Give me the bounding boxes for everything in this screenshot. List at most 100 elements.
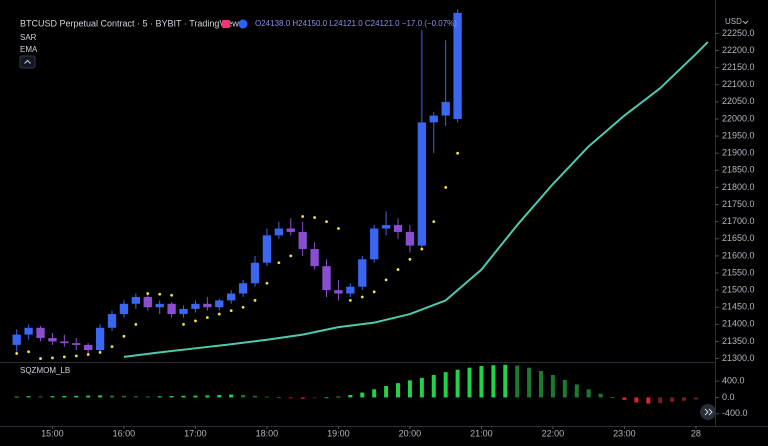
momentum-bar [86, 395, 91, 398]
y-tick-label: 21400.0 [722, 319, 755, 329]
main-pane [12, 9, 709, 360]
momentum-bar [312, 397, 317, 399]
candle-body [191, 303, 200, 309]
momentum-bar [26, 396, 31, 398]
sar-dot [337, 227, 340, 230]
candle-body [274, 228, 284, 236]
momentum-bar [145, 396, 150, 398]
momentum-bar [431, 375, 436, 398]
momentum-bar [598, 393, 603, 398]
momentum-bar [515, 365, 520, 398]
y-tick-label: 21900.0 [722, 148, 755, 158]
status-icon [238, 19, 248, 29]
momentum-bar [396, 383, 401, 398]
sar-dot [98, 351, 102, 354]
sar-dot [51, 356, 54, 360]
candle-body [24, 327, 33, 335]
chart-title: BTCUSD Perpetual Contract · 5 · BYBIT · … [20, 18, 239, 28]
flag-icon[interactable] [222, 20, 230, 28]
momentum-bar [324, 397, 329, 399]
momentum-bar [264, 396, 269, 398]
sar-dot [432, 220, 436, 224]
sar-dot [122, 334, 126, 338]
momentum-bar [670, 397, 675, 402]
candle-body [238, 283, 248, 294]
sar-dot [396, 268, 400, 271]
ohlc-header: O24138.0 H24150.0 L24121.0 C24121.0 −17.… [255, 19, 457, 28]
momentum-bar [550, 375, 555, 398]
y-tick-label: -400.0 [722, 408, 748, 418]
momentum-bar [300, 397, 305, 399]
momentum-bar [467, 367, 472, 398]
sar-dot [134, 322, 138, 326]
sar-dot [86, 353, 90, 356]
candle-body [262, 235, 272, 263]
candle-body [286, 228, 295, 232]
momentum-bar [682, 397, 687, 401]
momentum-bar [622, 397, 627, 400]
momentum-bar [98, 395, 103, 398]
candle-body [95, 327, 105, 351]
collapse-icon [24, 59, 31, 64]
sar-dot [253, 298, 257, 302]
momentum-bar [217, 395, 222, 398]
momentum-bar [443, 372, 448, 398]
momentum-bar [455, 369, 460, 398]
indicator-label[interactable]: SAR [20, 33, 37, 42]
sar-dot [229, 309, 233, 313]
sar-dot [313, 216, 316, 219]
candle-body [370, 228, 379, 260]
y-tick-label: 21750.0 [722, 199, 755, 209]
sar-dot [456, 151, 459, 155]
y-tick-label: 21800.0 [722, 182, 755, 192]
momentum-bar [241, 395, 246, 398]
candle-body [381, 225, 391, 229]
x-tick-label: 21:00 [470, 428, 493, 438]
momentum-bar [610, 397, 615, 398]
momentum-bar [253, 395, 258, 398]
y-tick-label: 0.0 [722, 392, 735, 402]
sar-dot [241, 305, 245, 309]
candle-body [84, 344, 93, 351]
momentum-bar [539, 370, 544, 398]
candle-body [48, 338, 57, 342]
sar-dot [360, 295, 364, 299]
momentum-bar [157, 396, 162, 398]
momentum-bar [38, 396, 43, 398]
candle-body [107, 314, 117, 328]
candle-body [429, 115, 438, 123]
sar-dot [289, 254, 293, 258]
indicator-label[interactable]: EMA [20, 45, 38, 54]
momentum-bar [288, 397, 293, 399]
sar-dot [348, 298, 352, 302]
candle-body [322, 266, 331, 291]
collapse-button[interactable] [19, 55, 36, 69]
y-tick-label: 21550.0 [722, 267, 755, 277]
candle-body [334, 290, 343, 294]
currency-label[interactable]: USD [725, 17, 742, 26]
momentum-bar [276, 397, 281, 399]
indicator-title[interactable]: SQZMOM_LB [20, 366, 70, 375]
candle-body [417, 122, 427, 246]
y-tick-label: 400.0 [722, 376, 745, 386]
y-tick-label: 22050.0 [722, 96, 755, 106]
x-tick-label: 19:00 [327, 428, 350, 438]
momentum-bar [110, 395, 115, 398]
sar-dot [420, 247, 424, 251]
candle-body [215, 300, 224, 308]
momentum-bar [121, 395, 126, 398]
momentum-bar [384, 386, 389, 398]
sar-dot [158, 292, 162, 296]
sar-dot [170, 293, 174, 297]
sar-dot [205, 316, 209, 319]
momentum-bar [479, 366, 484, 398]
y-tick-label: 22100.0 [722, 79, 755, 89]
candle-body [298, 231, 307, 250]
x-tick-label: 23:00 [613, 428, 636, 438]
candle-body [155, 303, 164, 308]
momentum-bar [527, 367, 532, 398]
candle-body [60, 341, 69, 344]
x-tick-label: 17:00 [184, 428, 207, 438]
candle-body [119, 303, 129, 315]
